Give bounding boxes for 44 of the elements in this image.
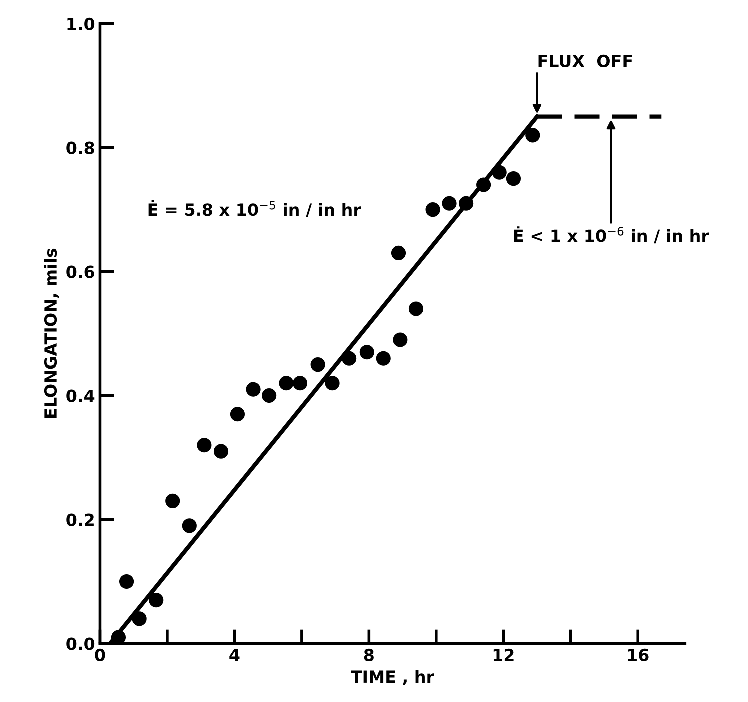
x-tick-label: 4 bbox=[230, 649, 240, 662]
point bbox=[408, 302, 424, 316]
point bbox=[197, 438, 212, 453]
point bbox=[182, 518, 197, 534]
point bbox=[132, 612, 147, 626]
y-tick-label: 1.0 bbox=[68, 18, 95, 30]
point bbox=[506, 172, 522, 186]
point bbox=[149, 593, 164, 608]
y-tick-label: 0.6 bbox=[66, 266, 94, 278]
point bbox=[325, 376, 340, 391]
x-tick-label: 8 bbox=[364, 648, 374, 662]
x-tick-label: 0 bbox=[95, 648, 106, 662]
point bbox=[262, 388, 277, 404]
point bbox=[476, 178, 492, 192]
point bbox=[391, 246, 406, 260]
point bbox=[526, 128, 540, 143]
point bbox=[230, 407, 246, 422]
y-axis-title: ELONGATION, mils bbox=[44, 248, 60, 418]
annotation: Ė = 5.8 x 10$^{−5}$ in / in hr bbox=[148, 200, 362, 218]
point bbox=[310, 358, 326, 372]
point bbox=[166, 494, 180, 508]
point bbox=[376, 351, 391, 366]
point bbox=[492, 165, 507, 180]
point bbox=[342, 351, 357, 366]
point bbox=[393, 332, 408, 348]
point bbox=[292, 376, 308, 391]
point bbox=[442, 196, 457, 211]
y-tick-label: 0.4 bbox=[66, 390, 95, 402]
y-tick-label: 0.0 bbox=[66, 638, 95, 650]
x-axis-title: TIME , hr bbox=[351, 670, 434, 686]
point bbox=[279, 376, 294, 391]
y-tick-label: 0.2 bbox=[66, 514, 94, 526]
x-tick-label: 12 bbox=[494, 648, 514, 662]
point bbox=[426, 202, 440, 218]
point bbox=[120, 574, 134, 590]
point bbox=[459, 196, 474, 211]
point bbox=[111, 630, 126, 644]
y-tick-label: 0.8 bbox=[66, 142, 94, 154]
point bbox=[246, 382, 261, 397]
point bbox=[360, 345, 374, 360]
point bbox=[214, 444, 229, 459]
annotation: Ė < 1 x 10$^{−6}$ in / in hr bbox=[514, 226, 710, 244]
annotation: FLUX OFF bbox=[538, 54, 632, 68]
x-tick-label: 16 bbox=[628, 648, 649, 662]
